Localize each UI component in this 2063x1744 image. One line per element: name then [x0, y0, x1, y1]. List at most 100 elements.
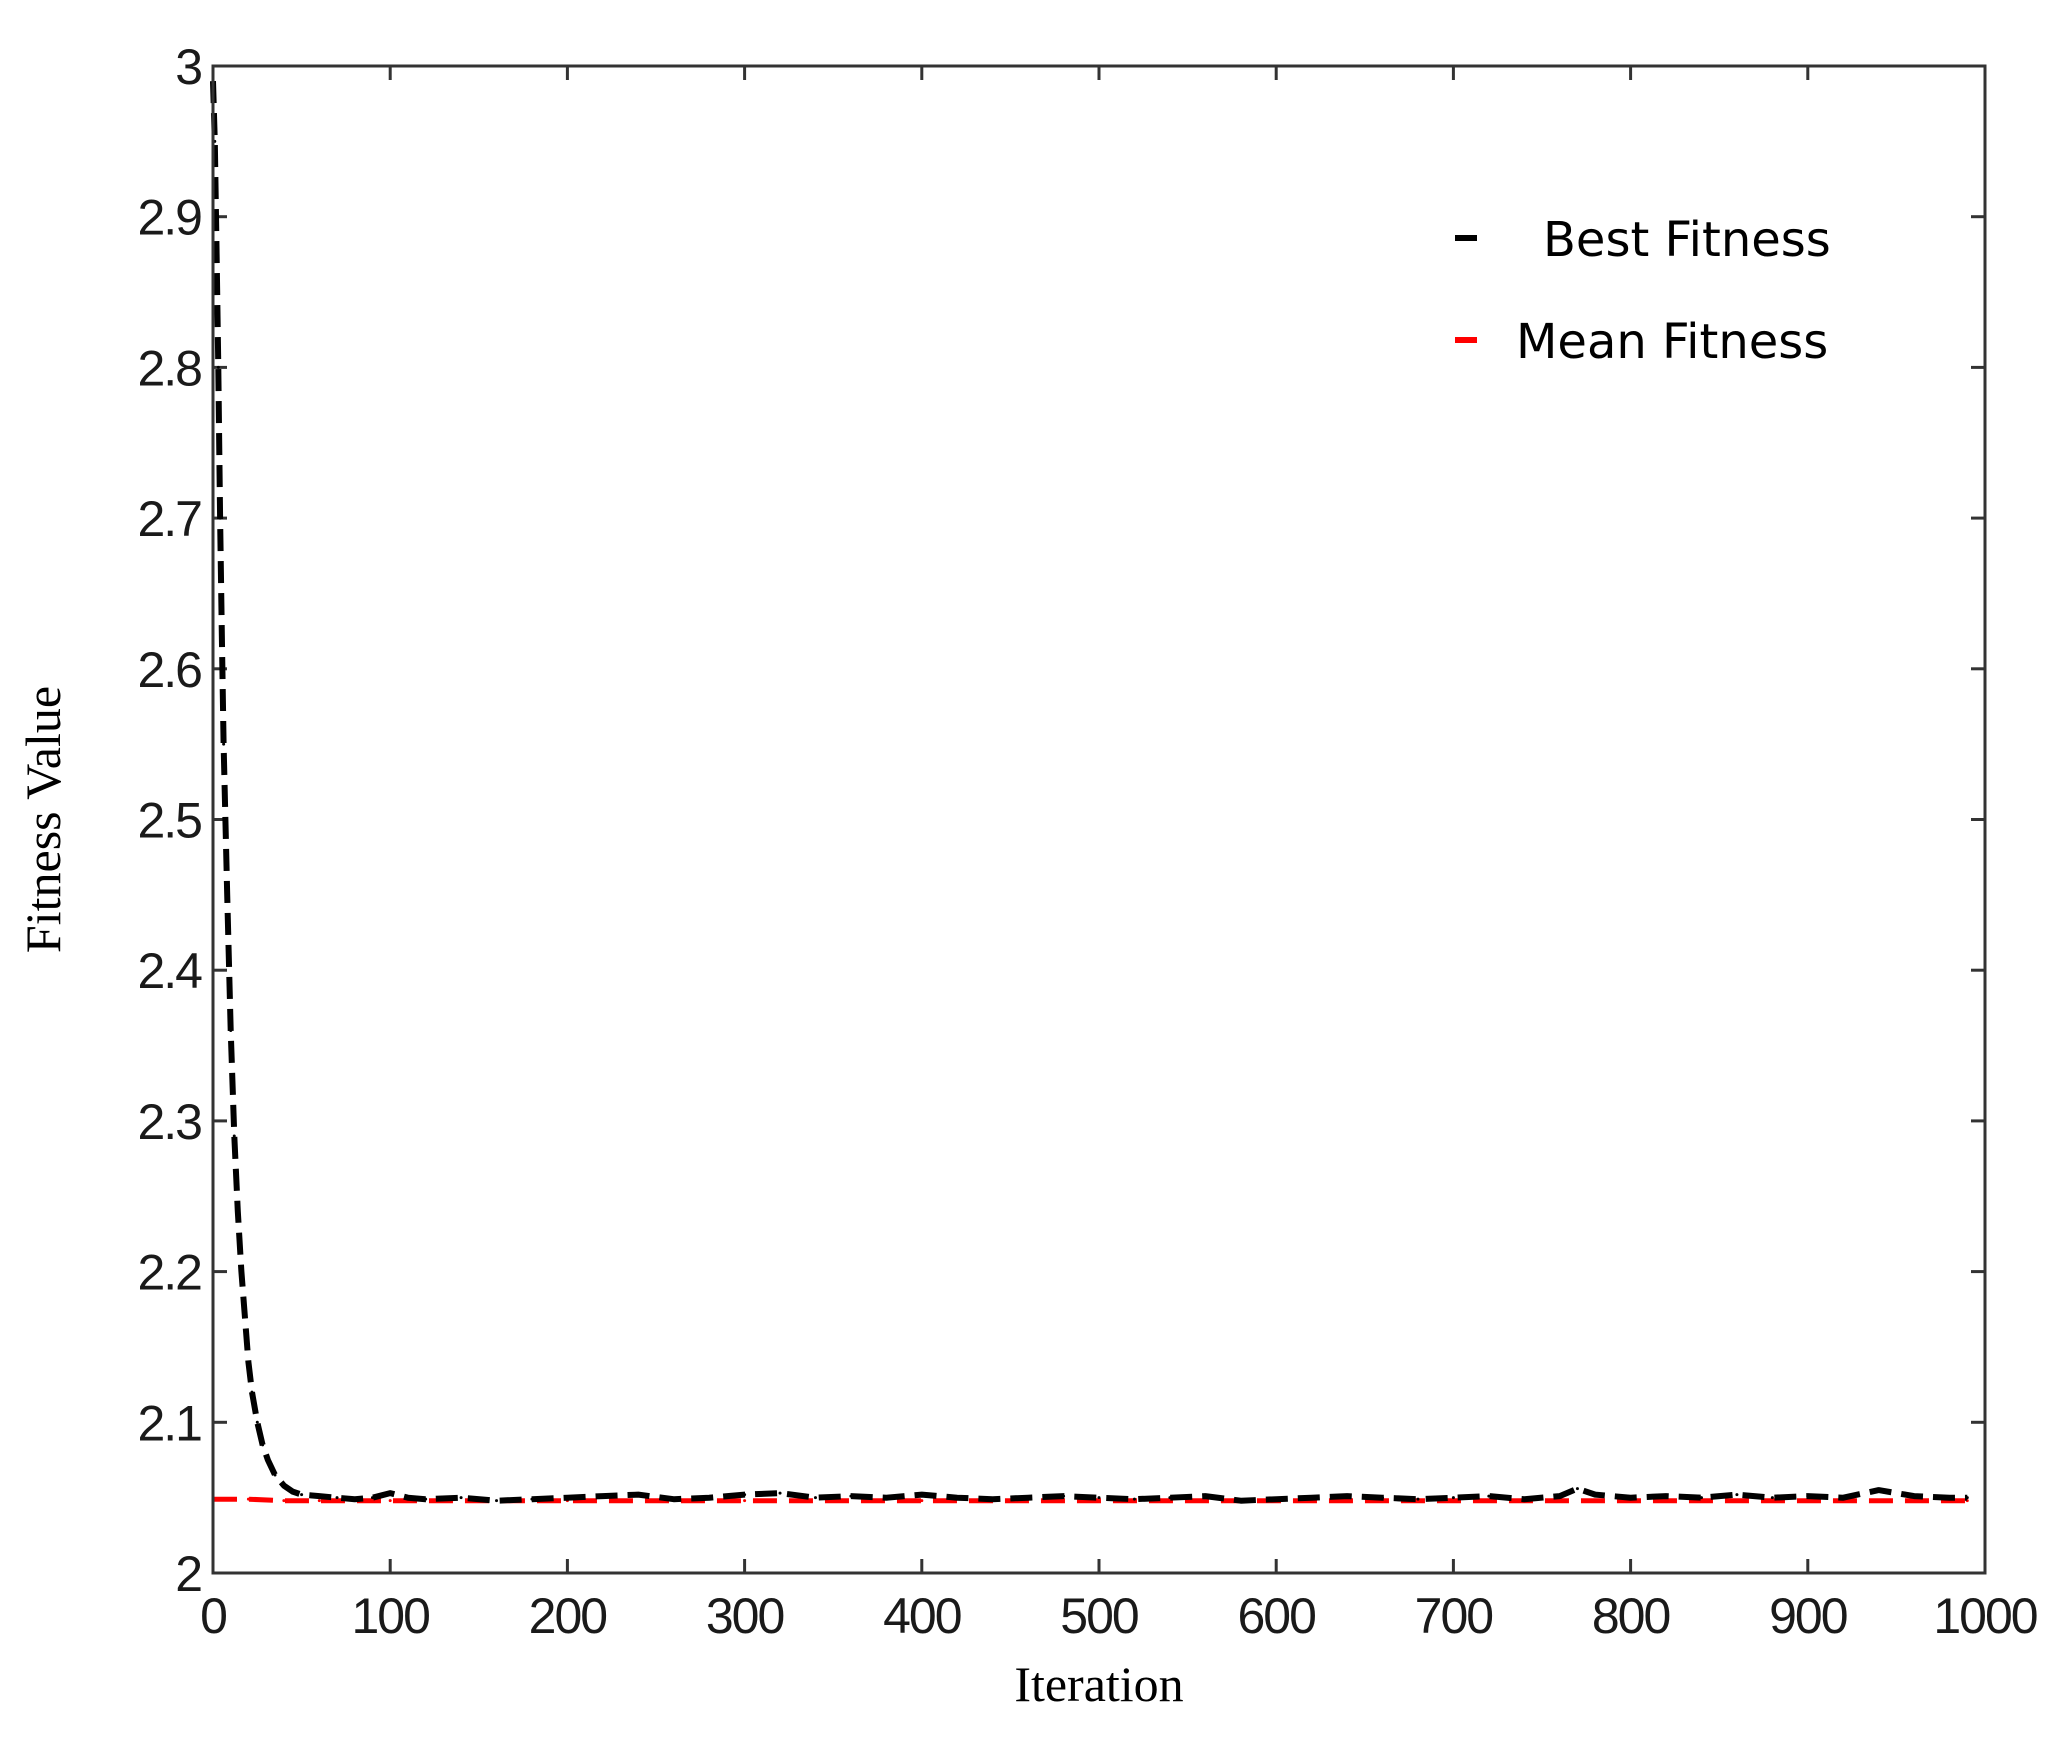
- data-point-best-fitness: [1770, 1496, 1774, 1500]
- data-point-best-fitness: [388, 1491, 392, 1495]
- data-point-best-fitness: [300, 1493, 304, 1497]
- data-point-best-fitness: [1310, 1496, 1314, 1500]
- data-point-mean-fitness: [743, 1499, 747, 1503]
- y-tick-label: 2.4: [137, 943, 202, 999]
- x-tick-label: 500: [1060, 1588, 1138, 1644]
- data-point-best-fitness: [743, 1493, 747, 1497]
- data-point-best-fitness: [991, 1497, 995, 1501]
- series-layer: [210, 79, 1969, 1504]
- data-point-best-fitness: [565, 1496, 569, 1500]
- x-tick-label: 300: [706, 1588, 784, 1644]
- data-point-best-fitness: [1026, 1496, 1030, 1500]
- data-point-mean-fitness: [317, 1499, 321, 1503]
- data-point-best-fitness: [236, 1209, 240, 1213]
- x-tick-label: 0: [200, 1588, 226, 1644]
- data-point-best-fitness: [1593, 1493, 1597, 1497]
- data-point-mean-fitness: [920, 1499, 924, 1503]
- x-tick-label: 400: [883, 1588, 961, 1644]
- data-point-best-fitness: [495, 1499, 499, 1503]
- data-point-best-fitness: [1062, 1494, 1066, 1498]
- x-tick-label: 100: [351, 1588, 429, 1644]
- data-point-best-fitness: [1558, 1494, 1562, 1498]
- data-point-best-fitness: [459, 1496, 463, 1500]
- x-tick-label: 900: [1769, 1588, 1847, 1644]
- data-point-mean-fitness: [1806, 1499, 1810, 1503]
- data-point-best-fitness: [530, 1497, 534, 1501]
- data-point-best-fitness: [1806, 1494, 1810, 1498]
- plot-frame: [211, 64, 1987, 1575]
- data-point-mean-fitness: [1097, 1499, 1101, 1503]
- data-point-best-fitness: [601, 1494, 605, 1498]
- data-point-best-fitness: [1948, 1496, 1952, 1500]
- data-point-best-fitness: [255, 1420, 259, 1424]
- data-point-best-fitness: [672, 1497, 676, 1501]
- data-point-best-fitness: [1575, 1487, 1579, 1491]
- data-point-best-fitness: [250, 1390, 254, 1394]
- data-point-best-fitness: [291, 1490, 295, 1494]
- data-point-best-fitness: [920, 1493, 924, 1497]
- data-point-mean-fitness: [246, 1497, 250, 1501]
- data-point-best-fitness: [636, 1493, 640, 1497]
- data-point-best-fitness: [220, 637, 224, 641]
- data-point-best-fitness: [229, 1028, 233, 1032]
- data-point-best-fitness: [1274, 1497, 1278, 1501]
- data-point-best-fitness: [1487, 1494, 1491, 1498]
- data-point-best-fitness: [261, 1443, 265, 1447]
- data-point-best-fitness: [1381, 1496, 1385, 1500]
- legend: Best Fitness Mean Fitness: [1455, 212, 1831, 370]
- data-point-best-fitness: [273, 1473, 277, 1477]
- data-point-mean-fitness: [282, 1499, 286, 1503]
- y-tick-label: 2.2: [137, 1245, 201, 1301]
- y-tick-label: 2.9: [137, 190, 201, 246]
- data-point-best-fitness: [215, 245, 219, 249]
- data-point-best-fitness: [1522, 1497, 1526, 1501]
- data-point-best-fitness: [216, 365, 220, 369]
- x-axis-title: Iteration: [1014, 1656, 1183, 1712]
- data-point-best-fitness: [282, 1484, 286, 1488]
- y-axis-title: Fitness Value: [15, 686, 71, 953]
- y-tick-label: 2.7: [137, 491, 201, 547]
- data-point-best-fitness: [1203, 1494, 1207, 1498]
- data-point-best-fitness: [239, 1270, 243, 1274]
- data-point-best-fitness: [1451, 1496, 1455, 1500]
- data-point-best-fitness: [849, 1494, 853, 1498]
- y-tick-label: 2.5: [137, 793, 201, 849]
- data-point-best-fitness: [225, 893, 229, 897]
- data-point-best-fitness: [1345, 1494, 1349, 1498]
- data-point-best-fitness: [317, 1494, 321, 1498]
- data-point-best-fitness: [232, 1134, 236, 1138]
- x-tick-label: 200: [529, 1588, 607, 1644]
- data-point-best-fitness: [1877, 1488, 1881, 1492]
- data-point-best-fitness: [246, 1360, 250, 1364]
- y-tick-label: 2.6: [137, 642, 201, 698]
- data-point-best-fitness: [1912, 1494, 1916, 1498]
- data-point-best-fitness: [1965, 1496, 1969, 1500]
- y-tick-label: 2.8: [137, 340, 201, 396]
- data-point-mean-fitness: [388, 1499, 392, 1503]
- data-point-best-fitness: [884, 1496, 888, 1500]
- data-point-mean-fitness: [1451, 1499, 1455, 1503]
- data-point-best-fitness: [1735, 1493, 1739, 1497]
- x-tick-label: 800: [1592, 1588, 1670, 1644]
- x-tick-label: 1000: [1933, 1588, 2036, 1644]
- x-tick-label: 700: [1415, 1588, 1493, 1644]
- data-point-best-fitness: [370, 1496, 374, 1500]
- legend-label-mean-fitness: Mean Fitness: [1516, 314, 1828, 370]
- tick-labels: 0 100 200 300 400 500 600 700 800 900 1000 2 2.1 2.2 2…: [137, 39, 2038, 1644]
- data-point-best-fitness: [335, 1496, 339, 1500]
- series-line-best-fitness: [210, 81, 1968, 1504]
- data-point-best-fitness: [1239, 1499, 1243, 1503]
- data-point-best-fitness: [222, 742, 226, 746]
- data-point-best-fitness: [1132, 1497, 1136, 1501]
- data-point-best-fitness: [266, 1458, 270, 1462]
- data-point-best-fitness: [707, 1496, 711, 1500]
- y-tick-label: 2.1: [137, 1395, 201, 1451]
- y-tick-label: 2: [175, 1546, 201, 1602]
- data-point-best-fitness: [353, 1497, 357, 1501]
- data-point-best-fitness: [955, 1496, 959, 1500]
- data-point-best-fitness: [424, 1497, 428, 1501]
- data-point-best-fitness: [1699, 1496, 1703, 1500]
- data-point-best-fitness: [1841, 1496, 1845, 1500]
